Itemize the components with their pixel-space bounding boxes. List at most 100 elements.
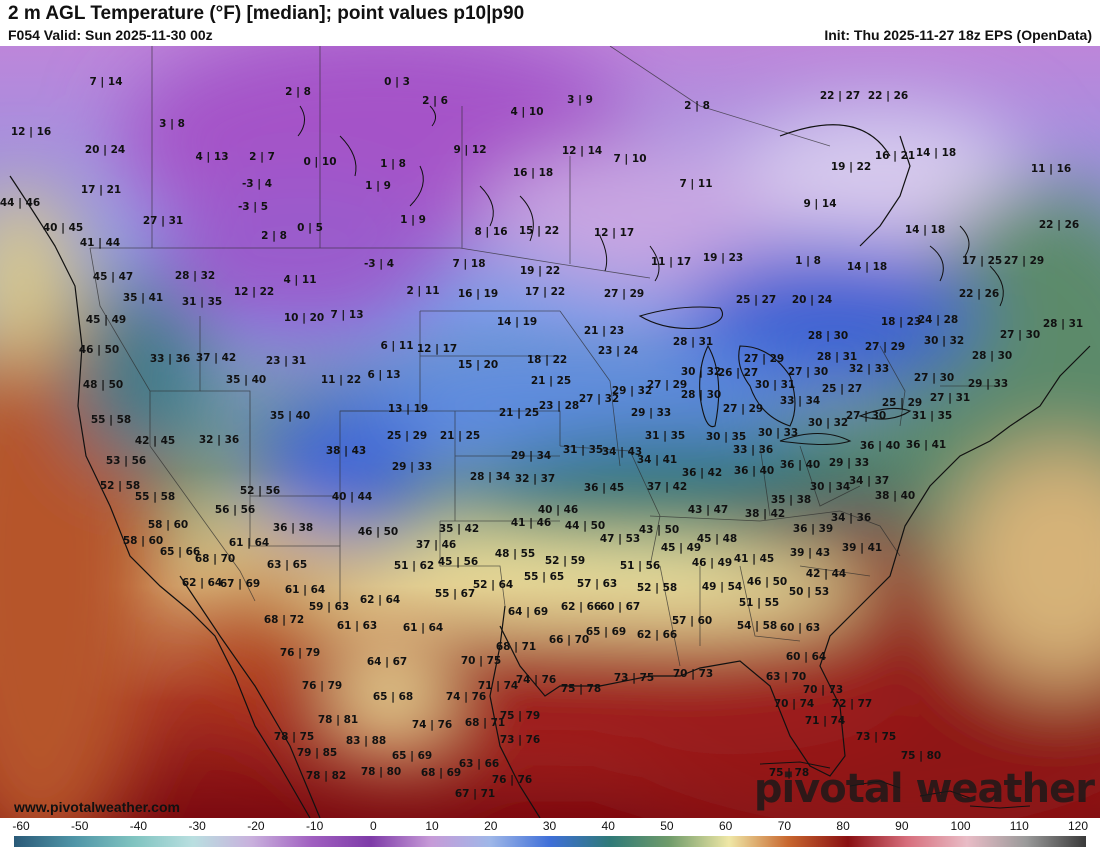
point-value-label: 12 | 22: [233, 285, 275, 298]
point-value-label: 36 | 45: [583, 481, 625, 494]
point-value-label: 55 | 65: [523, 570, 565, 583]
point-value-label: 55 | 58: [90, 413, 132, 426]
point-value-label: 14 | 18: [846, 260, 888, 273]
point-value-label: 63 | 66: [458, 757, 500, 770]
point-value-label: 65 | 69: [391, 749, 433, 762]
point-value-label: 2 | 8: [684, 99, 710, 112]
legend-tick: 80: [836, 819, 850, 833]
point-value-label: 52 | 59: [544, 554, 586, 567]
legend-tick: 20: [484, 819, 498, 833]
point-value-label: 16 | 18: [512, 166, 554, 179]
point-value-label: 2 | 8: [285, 85, 311, 98]
point-value-label: 22 | 26: [867, 89, 909, 102]
point-value-label: 28 | 31: [1042, 317, 1084, 330]
point-value-label: 33 | 36: [732, 443, 774, 456]
point-value-label: 30 | 32: [923, 334, 965, 347]
point-value-label: 27 | 31: [142, 214, 184, 227]
point-value-label: 17 | 25: [961, 254, 1003, 267]
point-value-label: 60 | 64: [785, 650, 827, 663]
point-value-label: 75 | 78: [768, 766, 810, 779]
point-value-label: 68 | 69: [420, 766, 462, 779]
point-value-label: 78 | 75: [273, 730, 315, 743]
point-value-label: 14 | 19: [496, 315, 538, 328]
point-value-label: 27 | 29: [646, 378, 688, 391]
point-value-label: 56 | 56: [214, 503, 256, 516]
point-value-label: 11 | 16: [1030, 162, 1072, 175]
point-value-label: 19 | 23: [702, 251, 744, 264]
point-value-label: 43 | 50: [638, 523, 680, 536]
point-value-label: 68 | 71: [464, 716, 506, 729]
point-value-label: 2 | 11: [406, 284, 440, 297]
point-value-label: 24 | 28: [917, 313, 959, 326]
point-value-label: 21 | 25: [498, 406, 540, 419]
point-value-label: 38 | 42: [744, 507, 786, 520]
point-value-label: 1 | 9: [365, 179, 391, 192]
point-value-label: 61 | 64: [402, 621, 444, 634]
point-value-label: 73 | 76: [499, 733, 541, 746]
point-value-label: 46 | 49: [691, 556, 733, 569]
point-value-label: 74 | 76: [515, 673, 557, 686]
legend-tick: -10: [305, 819, 324, 833]
point-value-label: 30 | 35: [705, 430, 747, 443]
point-value-label: 71 | 74: [477, 679, 519, 692]
point-value-label: 25 | 29: [881, 396, 923, 409]
map-title: 2 m AGL Temperature (°F) [median]; point…: [8, 3, 525, 24]
point-value-label: 62 | 66: [560, 600, 602, 613]
point-value-label: 61 | 64: [284, 583, 326, 596]
legend-tick: -30: [188, 819, 206, 833]
point-value-label: 83 | 88: [345, 734, 387, 747]
point-value-label: 66 | 70: [548, 633, 590, 646]
point-value-label: 28 | 30: [680, 388, 722, 401]
point-value-label: 44 | 50: [564, 519, 606, 532]
point-value-label: 45 | 49: [85, 313, 127, 326]
point-value-label: 28 | 30: [971, 349, 1013, 362]
point-value-label: 29 | 33: [828, 456, 870, 469]
point-value-label: 57 | 60: [671, 614, 713, 627]
point-value-label: 75 | 78: [560, 682, 602, 695]
point-value-label: 51 | 55: [738, 596, 780, 609]
point-value-label: 35 | 40: [269, 409, 311, 422]
point-value-label: 0 | 5: [297, 221, 323, 234]
point-value-label: 31 | 35: [562, 443, 604, 456]
temperature-map[interactable]: 7 | 14 0 | 3 3 | 9 2 | 8 2 | 8 2 | 6 22 | 27 22…: [0, 46, 1100, 818]
point-value-label: 60 | 63: [779, 621, 821, 634]
point-value-label: 4 | 13: [195, 150, 229, 163]
point-value-label: 27 | 29: [603, 287, 645, 300]
point-value-label: 41 | 46: [510, 516, 552, 529]
point-value-label: 7 | 13: [330, 308, 364, 321]
legend-tick: 90: [895, 819, 909, 833]
point-value-label: 40 | 45: [42, 221, 84, 234]
point-value-label: 21 | 23: [583, 324, 625, 337]
point-value-label: 29 | 32: [611, 384, 653, 397]
point-value-label: 21 | 25: [439, 429, 481, 442]
point-value-label: 37 | 42: [195, 351, 237, 364]
great-lakes: [638, 306, 912, 446]
point-value-label: 6 | 13: [367, 368, 401, 381]
point-value-label: 9 | 14: [803, 197, 837, 210]
point-value-label: 29 | 33: [630, 406, 672, 419]
point-value-label: 30 | 34: [809, 480, 851, 493]
point-value-label: 49 | 54: [701, 580, 743, 593]
point-value-label: 27 | 30: [913, 371, 955, 384]
point-value-label: 20 | 24: [791, 293, 833, 306]
point-value-label: 4 | 10: [510, 105, 544, 118]
point-value-label: 55 | 67: [434, 587, 476, 600]
point-value-label: 70 | 73: [802, 683, 844, 696]
canadian-lakes: [297, 105, 1004, 307]
point-value-label: 39 | 41: [841, 541, 883, 554]
header: 2 m AGL Temperature (°F) [median]; point…: [0, 0, 1100, 46]
point-value-label: 37 | 46: [415, 538, 457, 551]
legend-tick: 40: [601, 819, 615, 833]
point-value-label: 41 | 44: [79, 236, 121, 249]
point-value-label: -3 | 4: [241, 177, 273, 190]
point-value-label: 25 | 27: [821, 382, 863, 395]
point-value-label: 14 | 18: [904, 223, 946, 236]
point-value-label: 28 | 30: [807, 329, 849, 342]
point-value-label: 70 | 75: [460, 654, 502, 667]
point-value-label: 45 | 47: [92, 270, 134, 283]
point-value-label: 62 | 64: [181, 576, 223, 589]
point-value-label: 1 | 8: [380, 157, 406, 170]
point-value-label: 68 | 72: [263, 613, 305, 626]
point-value-label: 34 | 37: [848, 474, 890, 487]
point-value-label: 75 | 80: [900, 749, 942, 762]
